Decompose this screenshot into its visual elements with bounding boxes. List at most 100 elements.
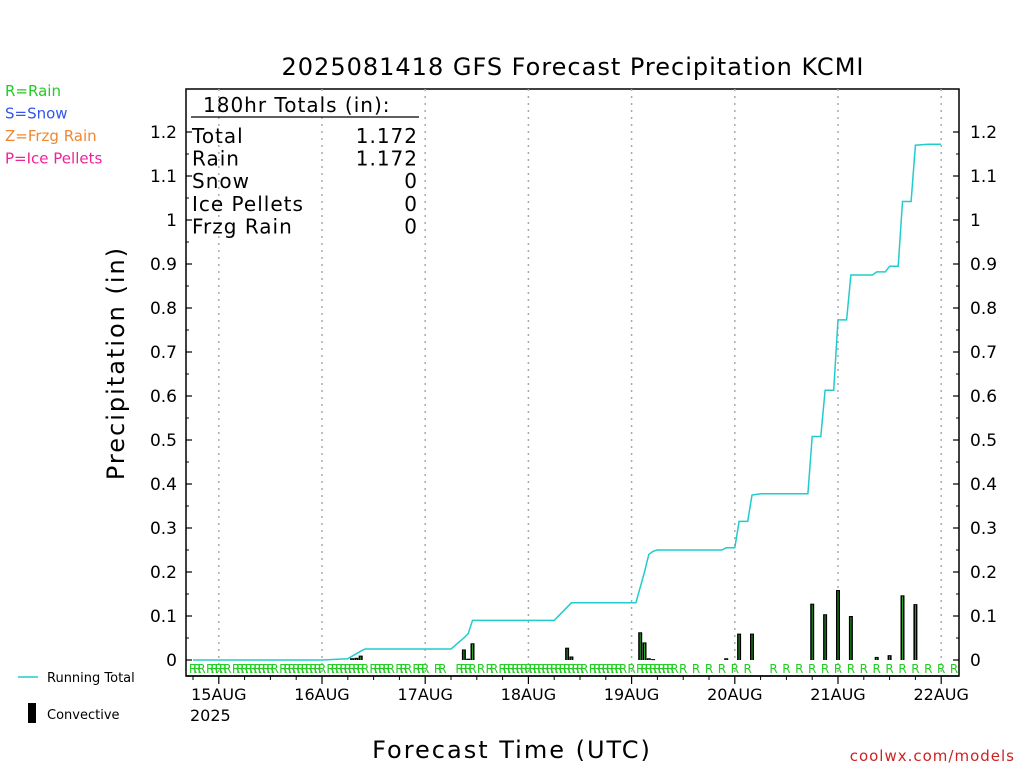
ptype-marker: R xyxy=(769,662,777,676)
x-tick-label: 20AUG xyxy=(707,685,762,704)
y-tick-label-right: 0.5 xyxy=(970,431,997,451)
totals-row-label: Rain xyxy=(192,147,240,171)
y-tick-label-right: 0.9 xyxy=(970,255,997,275)
ptype-marker: R xyxy=(666,662,674,676)
ptype-marker: R xyxy=(434,662,442,676)
ptype-marker: R xyxy=(357,662,365,676)
ptype-marker: R xyxy=(468,662,476,676)
ptype-marker: R xyxy=(404,662,412,676)
ptype-marker: R xyxy=(331,662,339,676)
x-tick-label: 16AUG xyxy=(294,685,349,704)
ptype-marker: R xyxy=(885,662,893,676)
y-tick-label: 1.1 xyxy=(150,167,177,187)
y-axis-label: Precipitation (in) xyxy=(102,246,130,480)
y-tick-label-right: 0.3 xyxy=(970,519,997,539)
ptype-marker: R xyxy=(369,662,377,676)
ptype-marker: R xyxy=(645,662,653,676)
ptype-marker: R xyxy=(395,662,403,676)
totals-heading: 180hr Totals (in): xyxy=(203,93,391,117)
ptype-marker: R xyxy=(580,662,588,676)
chart-title: 2025081418 GFS Forecast Precipitation KC… xyxy=(282,53,865,81)
ptype-marker: R xyxy=(873,662,881,676)
ptype-marker: R xyxy=(412,662,420,676)
ptype-marker: R xyxy=(567,662,575,676)
y-tick-label: 0.5 xyxy=(150,431,177,451)
ptype-marker: R xyxy=(352,662,360,676)
y-tick-label: 0 xyxy=(166,651,177,671)
ptype-marker: R xyxy=(279,662,287,676)
ptype-marker: R xyxy=(546,662,554,676)
ptype-marker: R xyxy=(210,662,218,676)
ptype-marker: R xyxy=(262,662,270,676)
ptype-marker: R xyxy=(860,662,868,676)
ptype-marker: R xyxy=(335,662,343,676)
ptype-marker: R xyxy=(197,662,205,676)
ptype-marker: R xyxy=(950,662,958,676)
ptype-marker: R xyxy=(253,662,261,676)
ptype-marker: R xyxy=(808,662,816,676)
x-axis: 15AUG 16AUG 17AUG 18AUG 19AUG 20AUG 21AUG 22AUG xyxy=(191,676,969,704)
totals-row-value: 0 xyxy=(404,214,418,238)
ptype-marker: R xyxy=(271,662,279,676)
ptype-marker: R xyxy=(305,662,313,676)
convective-legend-label: Convective xyxy=(47,708,120,723)
ptype-legend-item: R=Rain xyxy=(5,82,61,100)
ptype-marker: R xyxy=(245,662,253,676)
ptype-marker: R xyxy=(301,662,309,676)
y-tick-label: 1.2 xyxy=(150,123,177,143)
ptype-marker: R xyxy=(477,662,485,676)
convective-legend-swatch xyxy=(28,703,36,723)
y-tick-label: 1 xyxy=(166,211,177,231)
convective-bar xyxy=(646,658,651,660)
ptype-marker: R xyxy=(460,662,468,676)
ptype-marker: R xyxy=(834,662,842,676)
ptype-marker: R xyxy=(206,662,214,676)
y-tick-label: 0.7 xyxy=(150,343,177,363)
ptype-marker: R xyxy=(236,662,244,676)
ptype-marker: R xyxy=(597,662,605,676)
ptype-marker: R xyxy=(670,662,678,676)
ptype-marker: R xyxy=(240,662,248,676)
ptype-marker: R xyxy=(215,662,223,676)
ptype-marker: R xyxy=(232,662,240,676)
ptype-marker: R xyxy=(924,662,932,676)
totals-row-value: 0 xyxy=(404,192,418,216)
convective-bar xyxy=(651,659,656,661)
ptype-marker: R xyxy=(529,662,537,676)
ptype-marker: R xyxy=(593,662,601,676)
totals-row-value: 1.172 xyxy=(356,147,418,171)
ptype-marker: R xyxy=(516,662,524,676)
ptype-marker: R xyxy=(782,662,790,676)
y-tick-label: 0.2 xyxy=(150,563,177,583)
ptype-marker: R xyxy=(636,662,644,676)
y-axis-left: 0 0.1 0.2 0.3 0.4 0.5 0.6 0.7 0.8 0.9 1 1.1 1.2 xyxy=(150,123,192,671)
totals-row-value: 0 xyxy=(404,169,418,193)
ptype-marker: R xyxy=(550,662,558,676)
year-label: 2025 xyxy=(190,706,231,725)
y-tick-label: 0.8 xyxy=(150,299,177,319)
ptype-marker: R xyxy=(718,662,726,676)
ptype-marker: R xyxy=(511,662,519,676)
ptype-marker: R xyxy=(795,662,803,676)
ptype-legend-item: Z=Frzg Rain xyxy=(5,127,97,145)
y-tick-label-right: 0.7 xyxy=(970,343,997,363)
y-tick-label-right: 0 xyxy=(970,651,981,671)
ptype-marker: R xyxy=(662,662,670,676)
x-tick-label: 15AUG xyxy=(191,685,246,704)
ptype-legend-item: S=Snow xyxy=(5,105,68,123)
ptype-marker: R xyxy=(296,662,304,676)
ptype-marker: R xyxy=(744,662,752,676)
ptype-marker: R xyxy=(589,662,597,676)
running-total-line xyxy=(193,143,942,661)
totals-box: 180hr Totals (in): Total 1.172 Rain 1.172 Sn… xyxy=(191,93,419,238)
ptype-marker: R xyxy=(374,662,382,676)
ptype-marker: R xyxy=(559,662,567,676)
ptype-marker: R xyxy=(619,662,627,676)
ptype-marker: R xyxy=(219,662,227,676)
line-legend: Running Total Convective xyxy=(18,671,135,723)
y-tick-label-right: 1.2 xyxy=(970,123,997,143)
y-tick-label-right: 0.4 xyxy=(970,475,997,495)
x-axis-label: Forecast Time (UTC) xyxy=(372,736,652,764)
ptype-marker: R xyxy=(563,662,571,676)
